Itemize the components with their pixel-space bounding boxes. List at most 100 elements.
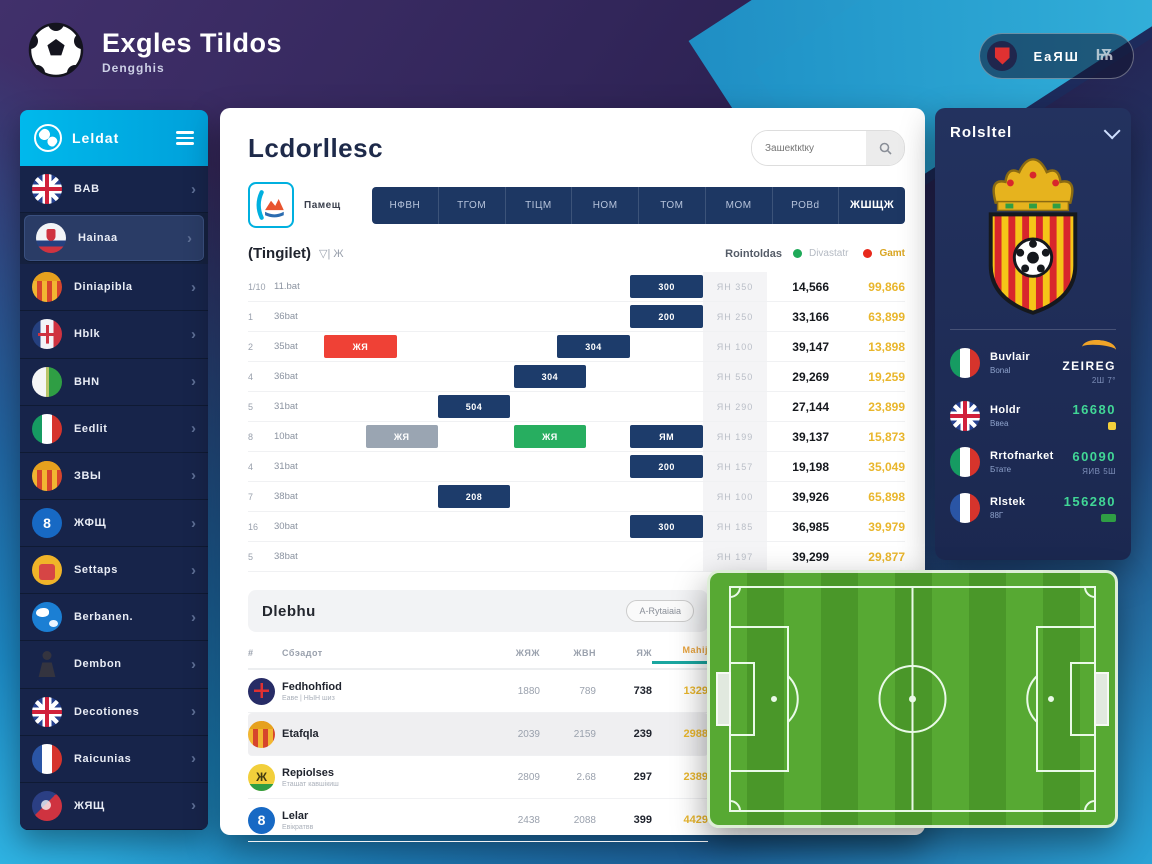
sidebar-item[interactable]: Diniapibla › [20,264,208,312]
gantt-track: 304 [324,362,703,391]
search-button[interactable] [866,131,904,165]
sidebar-item-label: ЖЯЩ [74,799,105,812]
profile-pill[interactable]: ЕаЯШ Ѭ [979,33,1134,79]
standings-header-cell[interactable]: ЖЯЖ [515,648,540,658]
sidebar-item[interactable]: Dembon › [20,641,208,689]
sidebar-item[interactable]: Settaps › [20,547,208,595]
crest-tricolor-icon [32,319,62,350]
gantt-row: 1 36bat 200 ЯН 250 33,166 63,899 [248,302,905,332]
standings-header-cell[interactable]: ЖВН [573,648,596,658]
search-input[interactable] [752,131,866,165]
gantt-bar[interactable]: 208 [437,485,511,508]
sidebar-item[interactable]: BAB › [20,166,208,214]
gantt-track: 504 [324,392,703,421]
sidebar-item-label: Eedlit [74,422,108,435]
standings-filter-button[interactable]: А-Rytaiaia [626,600,694,622]
player-marker [905,591,921,615]
standings-row[interactable]: Fedhohfiod Еаве | НЫН шиз 1880 789 738 1329 [248,670,708,713]
tab[interactable]: МОМ [704,186,772,224]
row-value-secondary: 29,877 [868,549,905,564]
chevron-right-icon: › [191,420,196,438]
stat-cell-3: 738 [633,685,652,697]
standings-row[interactable]: 8 Lelar Евікратвв 2438 2088 399 4429 [248,799,708,842]
stat-cell-2: 2088 [573,814,596,826]
row-badge: ЯН 100 [703,482,767,511]
tab[interactable]: НФВН [389,199,421,211]
sidebar-item[interactable]: Eedlit › [20,405,208,453]
player-marker [978,591,994,615]
notification-icon[interactable]: Ѭ [1095,47,1113,64]
shield-icon [987,41,1018,71]
tab[interactable]: НОМ [571,186,638,224]
sidebar-item[interactable]: BHN › [20,358,208,406]
standings-row[interactable]: Etafqla 2039 2159 239 2988 [248,713,708,756]
sidebar-item[interactable]: ЗВЫ › [20,452,208,500]
row-label: 10bat [274,431,298,442]
sidebar-item[interactable]: ЖЯЩ › [20,782,208,830]
legend-green-label: Divastatr [808,248,849,259]
league-logo-chip[interactable] [248,182,294,228]
row-value-secondary: 23,899 [868,399,905,414]
crest-orange-icon [248,720,275,748]
stat-value: 16680 [1072,402,1116,417]
standings-header-cell[interactable]: # [248,648,254,658]
standings-header-cell[interactable]: Сбэадот [282,648,323,658]
tab[interactable]: ТІЦМ [504,186,572,224]
sidebar-item[interactable]: Berbanen. › [20,594,208,642]
hamburger-menu-icon[interactable] [176,131,194,145]
legend-label: Rointoldas [725,247,782,260]
panel-stat-row: Holdr Bвеа 16680 [950,393,1116,439]
gantt-bar[interactable]: 200 [630,455,703,478]
standings-header-cell[interactable]: ЯЖ [636,648,652,658]
stat-subtext: Bonal [990,365,1011,375]
gantt-bar[interactable]: ЯМ [630,425,703,448]
row-value: 39,147 [792,339,829,354]
sidebar-item[interactable]: Hblk › [20,311,208,359]
stat-cell-2: 2.68 [576,771,596,783]
legend: Rointoldas Divastatr Gamt [725,248,905,260]
gantt-bar[interactable]: ЖЯ [324,335,397,358]
yellow-dot-icon [1108,422,1116,430]
stat-cell-3: 297 [633,771,652,783]
sidebar-item[interactable]: Hainaa › [24,215,204,263]
team-subtext: Евікратвв [282,823,314,831]
icon-glyph: Ж [256,770,267,784]
tab[interactable]: ЖШЩЖ [838,186,905,224]
gantt-bar[interactable]: 300 [630,515,703,538]
sidebar-item[interactable]: Raicunias › [20,735,208,783]
row-rank: 4 [248,461,254,472]
chevron-right-icon: › [191,655,196,673]
league-logo-icon [256,190,284,220]
gantt-bar[interactable]: 200 [630,305,703,328]
gantt-bar[interactable]: 304 [513,365,587,388]
chevron-down-icon[interactable] [1103,121,1121,139]
gantt-track: 208 [324,482,703,511]
standings-row[interactable]: Ж Repiolses Еташат кавшікиш 2809 2.68 297 2389 [248,756,708,799]
standings-header-cell[interactable]: Mahij [652,645,708,664]
stat-value-cell: 60090 ЯИВ 5Ш [1072,449,1116,476]
stat-cell-4: 2389 [683,771,708,783]
sidebar-item-label: BHN [74,375,100,388]
row-value: 33,166 [792,309,829,324]
gantt-bar[interactable]: 304 [557,335,630,358]
gantt-bar[interactable]: 504 [437,395,511,418]
team-subtext: Еташат кавшікиш [282,780,339,788]
person-icon [32,649,62,679]
badge-yellow-icon: Ж [248,763,275,791]
sidebar-item[interactable]: 8 ЖФЩ › [20,499,208,548]
gantt-bar[interactable]: ЖЯ [365,425,438,448]
sidebar-item[interactable]: Decotiones › [20,688,208,736]
sidebar-item-label: Hblk [74,328,101,341]
flag-uk-icon [32,174,62,205]
row-rank: 4 [248,371,254,382]
tab[interactable]: ТГОМ [437,186,505,224]
player-marker [907,687,923,711]
crest-gold-icon [32,555,62,586]
gantt-bar[interactable]: 300 [630,275,703,298]
search-icon [879,142,892,155]
tab[interactable]: РОВd [771,186,839,224]
stat-value-sub: ЯИВ 5Ш [1082,466,1116,476]
gantt-bar[interactable]: ЖЯ [513,425,587,448]
tab[interactable]: ТОМ [638,186,705,224]
page-title: Lcdorllesc [248,132,384,163]
